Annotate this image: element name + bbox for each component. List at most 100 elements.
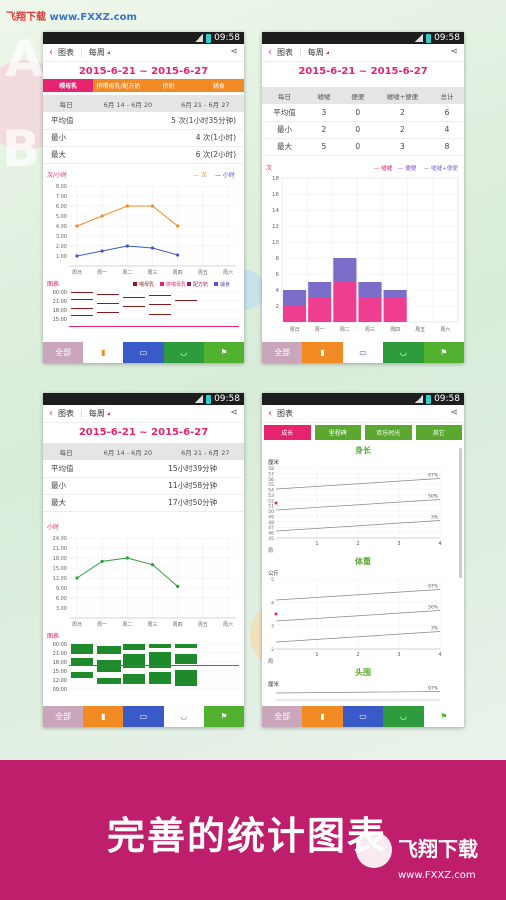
bottle-icon[interactable]: ▮ [302, 706, 343, 727]
tab-milestone[interactable]: 里程碑 [314, 425, 361, 440]
bed-icon[interactable]: ◡ [383, 706, 424, 727]
date-range[interactable]: 2015-6-21 ~ 2015-6-27 [298, 66, 428, 77]
bottle-icon[interactable]: ▮ [83, 342, 124, 363]
data-point [125, 203, 129, 208]
charts-link[interactable]: 图表 [277, 48, 293, 57]
unit-label: 厘米 [268, 458, 280, 466]
tab-solid[interactable]: 辅食 [193, 79, 244, 92]
tab-moments[interactable]: 欢乐时光 [365, 425, 412, 440]
stats-table: 每日 6月 14 - 6月 20 6月 21 - 6月 27 平均值 5 次(1小时3… [43, 95, 244, 164]
flag-icon[interactable]: ⚑ [423, 342, 464, 363]
back-icon[interactable]: ‹ [268, 408, 272, 419]
tab-growth[interactable]: 成长 [264, 425, 311, 440]
flag-icon[interactable]: ⚑ [203, 706, 244, 727]
data-point [274, 612, 278, 616]
charts-link[interactable]: 图表 [58, 409, 74, 418]
cell: 0 [340, 121, 375, 139]
row-value: 15小时39分钟 [89, 460, 244, 478]
x-tick-label: 3 [397, 652, 400, 658]
growth-scroll[interactable]: 身长 厘米 58 57 56 55 54 53 52 51 50 49 48 47 46 45 1 2 3 4 周 97… [262, 440, 464, 716]
nav-all[interactable]: 全部 [262, 706, 303, 727]
schedule-block [175, 669, 197, 686]
charts-link[interactable]: 图表 [58, 48, 74, 57]
schedule-block [71, 291, 93, 293]
tab-pump[interactable]: 挤奶 [143, 79, 194, 92]
bed-icon[interactable]: ◡ [383, 342, 424, 363]
percentile-line [275, 478, 441, 490]
period-select[interactable]: 每周 [88, 409, 105, 418]
legend-item: 配方奶 [193, 281, 208, 288]
share-icon[interactable]: ⋖ [450, 408, 458, 418]
y-tick-label: 21.00 [53, 546, 67, 552]
y-tick-label: 4.00 [56, 224, 67, 230]
charts-link[interactable]: 图表 [277, 409, 293, 418]
y-tick-label: 09:00 [53, 687, 67, 693]
back-icon[interactable]: ‹ [49, 408, 53, 419]
schedule-block [149, 303, 171, 305]
percentile-label: 50% [428, 494, 439, 500]
header: ‹ 图表 | 每周 ⋖ [43, 405, 244, 423]
bed-icon[interactable]: ◡ [163, 342, 204, 363]
battery-icon [206, 33, 212, 43]
nav-all[interactable]: 全部 [43, 342, 84, 363]
x-tick-label: 周一 [97, 622, 107, 628]
y-tick-label: 48 [268, 520, 274, 526]
bed-icon[interactable]: ◡ [163, 706, 204, 727]
status-bar: 09:58 [262, 32, 464, 44]
x-tick-label: 周三 [365, 327, 375, 333]
cell: 0 [340, 138, 375, 156]
flag-icon[interactable]: ⚑ [203, 342, 244, 363]
flag-icon[interactable]: ⚑ [423, 706, 464, 727]
diaper-icon[interactable]: ▭ [123, 706, 164, 727]
schedule-block [123, 296, 145, 298]
stats-table: 每日 嘘嘘 便便 嘘嘘+便便 总计 平均值 3 0 2 6 最小 2 0 2 4 最大 5 0 3 8 [262, 87, 464, 156]
bottle-icon[interactable]: ▮ [302, 342, 343, 363]
schedule-block [97, 677, 121, 684]
tab-breastfeed[interactable]: 喂母乳 [43, 79, 94, 92]
data-point [100, 248, 104, 253]
bar [283, 289, 307, 306]
legend-item: 喂母乳 [139, 281, 154, 288]
percentile-line [275, 589, 441, 601]
x-tick-label: 周六 [440, 326, 450, 333]
period-select[interactable]: 每周 [307, 48, 324, 57]
share-icon[interactable]: ⋖ [230, 47, 238, 57]
signal-icon [415, 34, 424, 42]
back-icon[interactable]: ‹ [268, 47, 272, 58]
y-tick-label: 4 [276, 288, 280, 294]
legend-item: 挤喂母乳 [166, 281, 186, 288]
data-point [100, 213, 104, 218]
svg-text:飞翔下载: 飞翔下载 [398, 837, 478, 861]
phone-diaper: 09:58 ‹ 图表 | 每周 ⋖ 2015-6-21 ~ 2015-6-27 每… [262, 32, 464, 363]
col-header: 便便 [340, 87, 375, 104]
y-tick-label: 18.00 [53, 556, 67, 562]
x-tick-label: 周六 [223, 621, 233, 628]
bottle-icon[interactable]: ▮ [83, 706, 124, 727]
unit-label: 厘米 [268, 680, 280, 688]
y-tick-label: 3 [271, 624, 274, 630]
signal-icon [195, 34, 204, 42]
cell: 5 [306, 138, 341, 156]
nav-all[interactable]: 全部 [262, 342, 303, 363]
date-range[interactable]: 2015-6-21 ~ 2015-6-27 [78, 66, 209, 77]
cell: 0 [340, 104, 375, 122]
legend-item: — 便便 [398, 164, 417, 172]
share-icon[interactable]: ⋖ [450, 47, 458, 57]
scrollbar[interactable] [459, 448, 462, 578]
row-value: 4 次(1小时) [89, 129, 244, 147]
back-icon[interactable]: ‹ [49, 47, 53, 58]
date-range[interactable]: 2015-6-21 ~ 2015-6-27 [78, 427, 209, 438]
diaper-icon[interactable]: ▭ [342, 706, 384, 727]
diaper-icon[interactable]: ▭ [342, 342, 384, 363]
diaper-icon[interactable]: ▭ [123, 342, 164, 363]
schedule-block [97, 302, 119, 304]
col-header: 6月 21 - 6月 27 [166, 95, 244, 112]
col-header: 6月 14 - 6月 20 [89, 443, 167, 460]
y-tick-label: 18 [272, 176, 279, 182]
period-select[interactable]: 每周 [88, 48, 105, 57]
nav-all[interactable]: 全部 [43, 706, 84, 727]
tab-bottle[interactable]: 挤喂母乳/配方奶 [93, 79, 144, 92]
share-icon[interactable]: ⋖ [230, 408, 238, 418]
bar [383, 289, 407, 298]
tab-other[interactable]: 其它 [415, 425, 462, 440]
